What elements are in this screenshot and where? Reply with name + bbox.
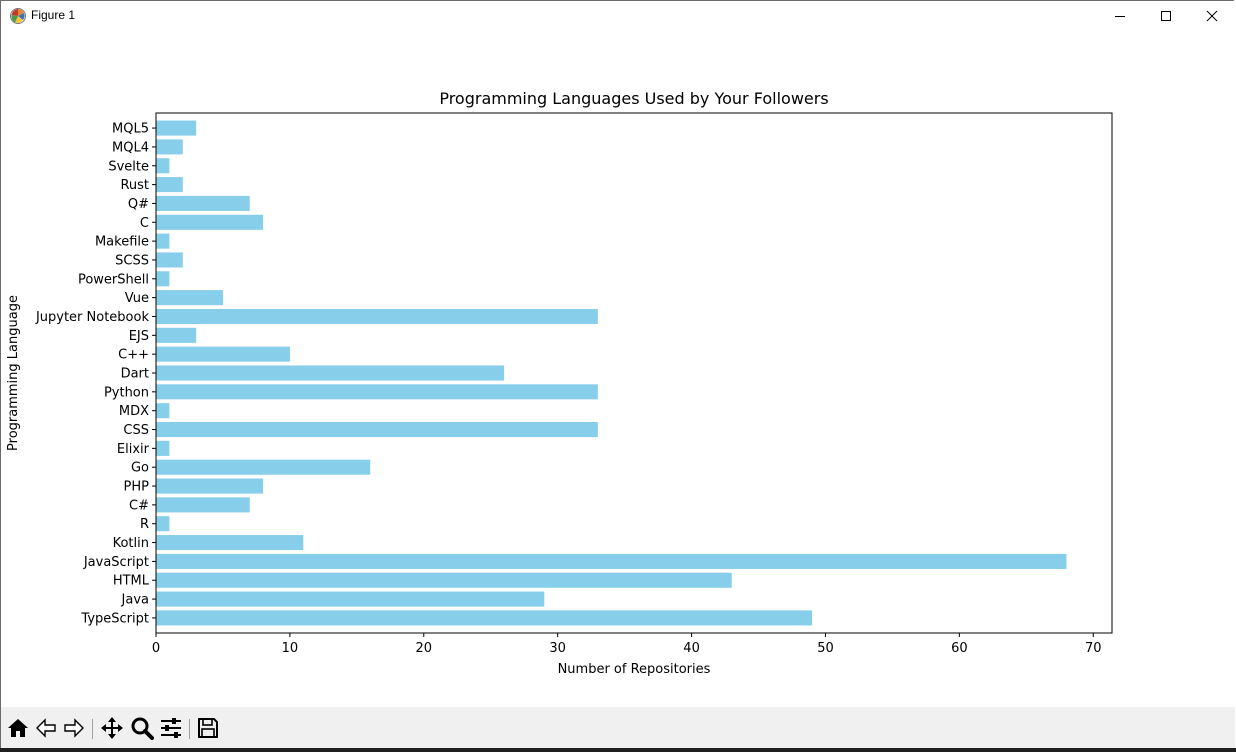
x-tick-label: 50 <box>817 641 834 656</box>
bar-c- <box>156 346 290 362</box>
y-tick-label: Q# <box>128 197 149 212</box>
toolbar-separator <box>189 719 190 739</box>
y-tick-label: MDX <box>119 404 149 419</box>
navigation-toolbar <box>1 707 1235 749</box>
back-arrow-icon <box>36 718 56 738</box>
save-button[interactable] <box>195 715 221 741</box>
close-icon <box>1206 10 1218 22</box>
y-tick-label: C <box>140 216 149 231</box>
y-tick-label: Kotlin <box>113 536 149 551</box>
bar-rust <box>156 177 183 193</box>
bar-c <box>156 214 264 230</box>
bar-go <box>156 459 371 475</box>
pan-move-icon <box>101 717 123 739</box>
matplotlib-app-icon <box>10 8 26 24</box>
y-tick-label: C++ <box>118 348 149 363</box>
forward-button[interactable] <box>61 715 87 741</box>
bar-php <box>156 478 264 494</box>
y-tick-label: PHP <box>124 480 150 495</box>
minimize-icon <box>1115 16 1125 17</box>
close-button[interactable] <box>1189 1 1235 31</box>
bar-mql4 <box>156 139 183 155</box>
bar-css <box>156 421 598 438</box>
home-button[interactable] <box>5 715 31 741</box>
y-tick-label: MQL4 <box>112 140 149 155</box>
bar-c- <box>156 497 250 513</box>
bar-makefile <box>156 233 170 249</box>
save-figure-icon <box>198 718 218 738</box>
configure-subplots-icon <box>161 718 181 738</box>
bar-mql5 <box>156 120 197 136</box>
bar-elixir <box>156 440 170 456</box>
y-tick-label: Rust <box>120 178 149 193</box>
y-tick-label: Vue <box>125 291 149 306</box>
pan-button[interactable] <box>99 715 125 741</box>
chart-title: Programming Languages Used by Your Follo… <box>439 89 828 108</box>
bar-powershell <box>156 271 170 287</box>
y-tick-label: Dart <box>121 367 149 382</box>
back-button[interactable] <box>33 715 59 741</box>
bar-jupyter-notebook <box>156 308 598 325</box>
y-tick-label: SCSS <box>115 253 149 268</box>
x-tick-label: 10 <box>282 641 299 656</box>
y-tick-label: MQL5 <box>112 122 149 137</box>
forward-arrow-icon <box>64 718 84 738</box>
y-tick-label: Makefile <box>95 235 149 250</box>
y-tick-label: Elixir <box>117 442 150 457</box>
bar-python <box>156 384 598 400</box>
y-tick-label: C# <box>129 498 149 513</box>
figure-canvas: 0 10 20 30 40 50 60 70 TypeScript Java HTML JavaSc… <box>1 31 1235 707</box>
zoom-button[interactable] <box>129 715 155 741</box>
bar-java <box>156 591 545 607</box>
taskbar-edge <box>0 748 1236 752</box>
x-tick-label: 30 <box>549 641 566 656</box>
bar-vue <box>156 290 223 306</box>
y-tick-label: Python <box>104 385 149 400</box>
x-axis-label: Number of Repositories <box>558 662 711 677</box>
bar-mdx <box>156 403 170 419</box>
x-tick-label: 0 <box>152 641 160 656</box>
y-tick-label: JavaScript <box>83 555 149 570</box>
bar-scss <box>156 252 183 268</box>
y-tick-label: R <box>140 517 149 532</box>
bar-q- <box>156 195 250 211</box>
y-tick-label: PowerShell <box>78 272 149 287</box>
toolbar-separator <box>92 719 93 739</box>
y-tick-label: Jupyter Notebook <box>35 310 150 325</box>
minimize-button[interactable] <box>1097 1 1143 31</box>
bar-html <box>156 572 732 588</box>
bar-chart: 0 10 20 30 40 50 60 70 TypeScript Java HTML JavaSc… <box>6 89 1113 677</box>
y-tick-label: Java <box>121 593 149 608</box>
title-bar: Figure 1 <box>1 1 1235 31</box>
x-tick-label: 60 <box>951 641 968 656</box>
bar-typescript <box>156 610 813 626</box>
maximize-icon <box>1161 11 1171 21</box>
y-tick-label: EJS <box>129 329 149 344</box>
zoom-magnifier-icon <box>131 717 154 740</box>
x-tick-label: 20 <box>416 641 433 656</box>
window-title: Figure 1 <box>31 8 76 22</box>
bar-dart <box>156 365 505 381</box>
bar-r <box>156 516 170 532</box>
y-tick-label: CSS <box>123 423 149 438</box>
bar-ejs <box>156 327 197 343</box>
y-tick-label: Go <box>131 461 149 476</box>
x-tick-label: 70 <box>1085 641 1102 656</box>
bar-kotlin <box>156 535 304 551</box>
bar-svelte <box>156 158 170 174</box>
home-icon <box>8 719 28 737</box>
y-axis-label: Programming Language <box>6 295 21 451</box>
x-tick-label: 40 <box>683 641 700 656</box>
bar-javascript <box>156 553 1067 569</box>
y-tick-label: HTML <box>113 574 150 589</box>
y-tick-label: TypeScript <box>80 611 149 626</box>
configure-subplots-button[interactable] <box>158 715 184 741</box>
maximize-button[interactable] <box>1143 1 1189 31</box>
y-tick-label: Svelte <box>108 159 149 174</box>
